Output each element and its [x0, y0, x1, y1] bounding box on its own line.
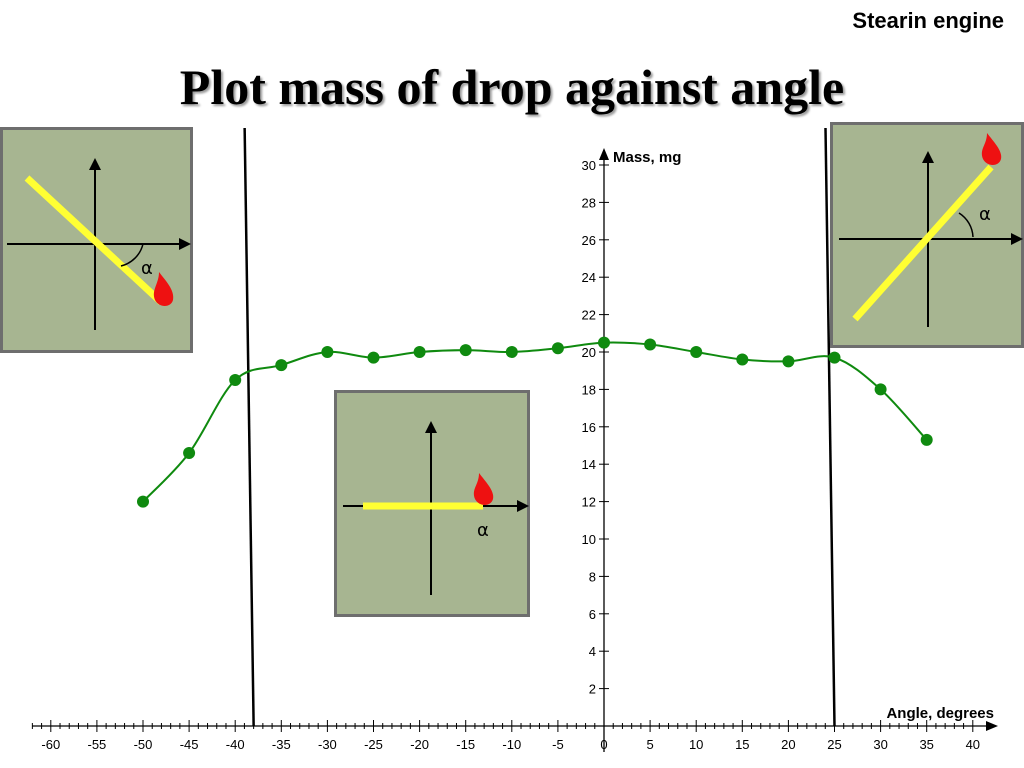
- y-axis-label: Mass, mg: [613, 149, 681, 166]
- flame-icon: [153, 272, 174, 306]
- series-line: [142, 341, 928, 503]
- x-tick-label: 15: [735, 737, 749, 752]
- x-tick-label: -60: [41, 737, 60, 752]
- data-point: [874, 383, 887, 396]
- data-point: [828, 351, 841, 364]
- candle: [852, 164, 994, 322]
- y-tick-label: 26: [582, 233, 596, 248]
- x-tick-label: -20: [410, 737, 429, 752]
- x-tick-label: -55: [88, 737, 107, 752]
- data-point: [413, 346, 426, 358]
- data-point: [137, 495, 149, 508]
- inset-positive-angle: α: [830, 122, 1024, 348]
- y-tick-label: 4: [589, 644, 596, 659]
- data-point: [505, 346, 518, 358]
- inset-positive-angle-drawing: α: [839, 133, 1023, 327]
- x-tick-label: -50: [134, 737, 153, 752]
- y-tick-label: 18: [582, 382, 596, 397]
- angle-arc: [120, 243, 144, 267]
- y-tick-label: 8: [589, 569, 596, 584]
- inset-zero-angle-drawing: α: [343, 421, 529, 595]
- threshold-line: [824, 127, 836, 727]
- x-tick-label: -30: [318, 737, 337, 752]
- data-point: [644, 338, 657, 351]
- x-tick-label: -15: [456, 737, 475, 752]
- x-tick-label: 20: [781, 737, 795, 752]
- data-point: [736, 353, 749, 366]
- y-tick-label: 20: [582, 345, 596, 360]
- flame-icon: [473, 473, 494, 505]
- data-point: [551, 342, 564, 355]
- angle-arc: [958, 212, 974, 238]
- x-tick-label: -5: [552, 737, 564, 752]
- alpha-label: α: [979, 204, 991, 225]
- data-point: [782, 355, 795, 368]
- x-tick-label: -45: [180, 737, 199, 752]
- threshold-line: [243, 127, 255, 727]
- corner-label: Stearin engine: [852, 8, 1004, 33]
- flame-icon: [981, 133, 1002, 165]
- y-tick-label: 14: [582, 457, 596, 472]
- inset-x-arrow-icon: [1011, 233, 1023, 245]
- inset-y-arrow-icon: [89, 158, 101, 170]
- candle: [24, 175, 164, 305]
- inset-negative-angle: α: [0, 127, 193, 353]
- data-point: [183, 446, 196, 459]
- x-tick-label: -10: [502, 737, 521, 752]
- y-tick-label: 2: [589, 682, 596, 697]
- y-tick-label: 16: [582, 420, 596, 435]
- x-tick-label: -25: [364, 737, 383, 752]
- inset-zero-angle: α: [334, 390, 530, 617]
- y-tick-label: 24: [582, 270, 596, 285]
- data-point: [367, 351, 380, 364]
- data-point: [598, 336, 610, 349]
- x-tick-label: 5: [646, 737, 653, 752]
- inset-y-arrow-icon: [922, 151, 934, 163]
- inset-negative-angle-drawing: α: [7, 158, 191, 330]
- data-point: [321, 346, 334, 358]
- alpha-label: α: [477, 520, 489, 541]
- slide-title: Plot mass of drop against angle: [179, 59, 845, 115]
- x-tick-label: -35: [272, 737, 291, 752]
- y-tick-label: 10: [582, 532, 596, 547]
- alpha-label: α: [141, 258, 153, 279]
- x-axis-arrow-icon: [986, 721, 998, 731]
- x-tick-label: 10: [689, 737, 703, 752]
- x-tick-label: 25: [827, 737, 841, 752]
- x-tick-label: 30: [873, 737, 887, 752]
- y-axis-arrow-icon: [599, 148, 609, 160]
- x-tick-label: 35: [919, 737, 933, 752]
- y-tick-label: 22: [582, 308, 596, 323]
- data-point: [459, 344, 472, 357]
- data-point: [229, 374, 242, 387]
- x-tick-label: -40: [226, 737, 245, 752]
- x-tick-label: 40: [966, 737, 980, 752]
- inset-x-arrow-icon: [517, 500, 529, 512]
- data-point: [275, 359, 288, 372]
- data-point: [690, 346, 703, 358]
- y-tick-label: 30: [582, 158, 596, 173]
- x-tick-label: 0: [600, 737, 607, 752]
- inset-y-arrow-icon: [425, 421, 437, 433]
- y-tick-label: 28: [582, 195, 596, 210]
- x-axis-label: Angle, degrees: [886, 705, 994, 722]
- inset-x-arrow-icon: [179, 238, 191, 250]
- data-point: [920, 433, 933, 446]
- y-tick-label: 12: [582, 495, 596, 510]
- y-tick-label: 6: [589, 607, 596, 622]
